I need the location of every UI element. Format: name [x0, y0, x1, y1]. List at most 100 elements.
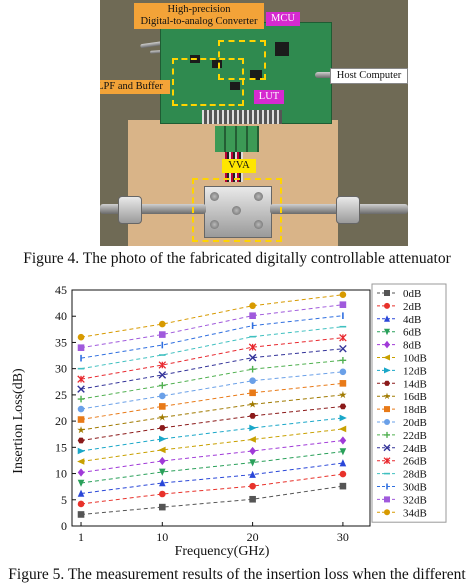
data-point	[159, 320, 166, 328]
screw	[210, 192, 219, 201]
series-22dB	[77, 356, 347, 403]
data-point	[383, 392, 391, 400]
screw	[232, 206, 241, 215]
figure5-caption: Figure 5. The measurement results of the…	[8, 566, 466, 583]
legend-entry: 26dB	[377, 456, 427, 468]
figure4-caption: Figure 4. The photo of the fabricated di…	[23, 250, 451, 267]
legend-label: 22dB	[403, 430, 427, 442]
data-point	[77, 489, 85, 497]
legend-entry: 6dB	[377, 327, 421, 339]
data-point	[249, 312, 256, 319]
chip-3	[230, 82, 240, 90]
legend-entry: 24dB	[377, 443, 427, 455]
dac-label: High-precision Digital-to-analog Convert…	[134, 3, 264, 29]
data-point	[248, 436, 256, 443]
legend-label: 24dB	[403, 443, 427, 455]
legend-entry: 12dB	[377, 365, 427, 377]
green-pcb	[160, 22, 332, 124]
series-line	[80, 326, 343, 370]
series-10dB	[77, 425, 347, 465]
data-point	[249, 377, 256, 385]
legend-entry: 30dB	[377, 482, 427, 494]
vva-region	[192, 178, 282, 242]
series-28dB	[77, 325, 347, 370]
series-layer	[77, 291, 347, 518]
series-line	[80, 337, 343, 380]
legend-entry: 18dB	[377, 404, 427, 416]
data-point	[383, 457, 391, 465]
screw	[210, 220, 219, 229]
legend-label: 12dB	[403, 365, 427, 377]
data-point	[159, 435, 167, 443]
data-point	[77, 458, 85, 465]
data-point	[77, 344, 85, 351]
data-point	[384, 431, 390, 438]
data-point	[158, 361, 167, 369]
data-point	[249, 446, 256, 456]
series-line	[80, 294, 343, 338]
data-point	[339, 414, 347, 422]
series-line	[80, 359, 343, 400]
lut-label: LUT	[254, 90, 284, 104]
data-point	[77, 385, 85, 393]
left-sma-cable	[100, 204, 206, 214]
y-tick-label: 20	[55, 414, 67, 428]
data-point	[384, 290, 390, 296]
data-point	[339, 403, 347, 410]
legend-entry: 22dB	[377, 430, 427, 442]
data-point	[339, 390, 347, 399]
data-point	[77, 479, 85, 487]
y-tick-label: 45	[55, 283, 67, 297]
legend-label: 16dB	[403, 391, 427, 403]
data-point	[249, 365, 256, 373]
legend-label: 32dB	[403, 494, 427, 506]
screw	[254, 192, 263, 201]
data-point	[159, 503, 166, 511]
data-point	[77, 447, 85, 455]
y-tick-label: 30	[55, 362, 67, 376]
green-terminal-blocks	[215, 126, 259, 152]
series-line	[80, 405, 343, 442]
data-point	[77, 500, 85, 508]
data-point	[339, 380, 347, 387]
data-point	[384, 328, 390, 336]
data-point	[77, 468, 85, 477]
host-computer-label: Host Computer	[330, 68, 408, 84]
legend: 0dB2dB4dB6dB8dB10dB12dB14dB16dB18dB20dB2…	[371, 283, 447, 523]
legend-entry: 34dB	[377, 507, 427, 519]
data-point	[249, 459, 256, 467]
series-32dB	[77, 301, 347, 351]
data-point	[339, 459, 347, 467]
legend-label: 4dB	[403, 314, 421, 326]
x-axis-ticks: 1 10 20 30	[78, 522, 349, 544]
legend-entry: 14dB	[377, 378, 427, 390]
data-point	[249, 302, 256, 310]
y-tick-label: 5	[61, 493, 67, 507]
legend-entry: 28dB	[377, 469, 427, 481]
data-point	[77, 511, 85, 518]
x-axis-label: Frequency(GHz)	[175, 544, 270, 559]
series-34dB	[77, 291, 347, 341]
data-point	[339, 301, 347, 308]
legend-entry: 20dB	[377, 417, 427, 429]
legend-entry: 8dB	[377, 340, 421, 352]
legend-entry: 2dB	[377, 301, 421, 313]
data-point	[77, 437, 85, 444]
series-24dB	[77, 344, 347, 393]
data-point	[384, 496, 390, 503]
insertion-loss-chart: 0 5 10 15 20 25 30 35 40 45 1 10 20 30 0dB2dB4dB6dB8…	[11, 283, 447, 559]
series-16dB	[77, 390, 347, 434]
y-tick-label: 0	[61, 519, 67, 533]
data-point	[249, 424, 257, 432]
y-axis-label: Insertion Loss(dB)	[11, 368, 26, 474]
series-line	[80, 485, 343, 515]
x-tick-label: 20	[247, 530, 259, 544]
x-tick-label: 1	[78, 530, 84, 544]
y-tick-label: 10	[55, 467, 67, 481]
series-6dB	[77, 448, 347, 487]
series-line	[80, 382, 343, 421]
legend-label: 26dB	[403, 456, 427, 468]
data-point	[384, 406, 390, 413]
data-point	[248, 353, 257, 362]
data-point	[339, 470, 347, 478]
